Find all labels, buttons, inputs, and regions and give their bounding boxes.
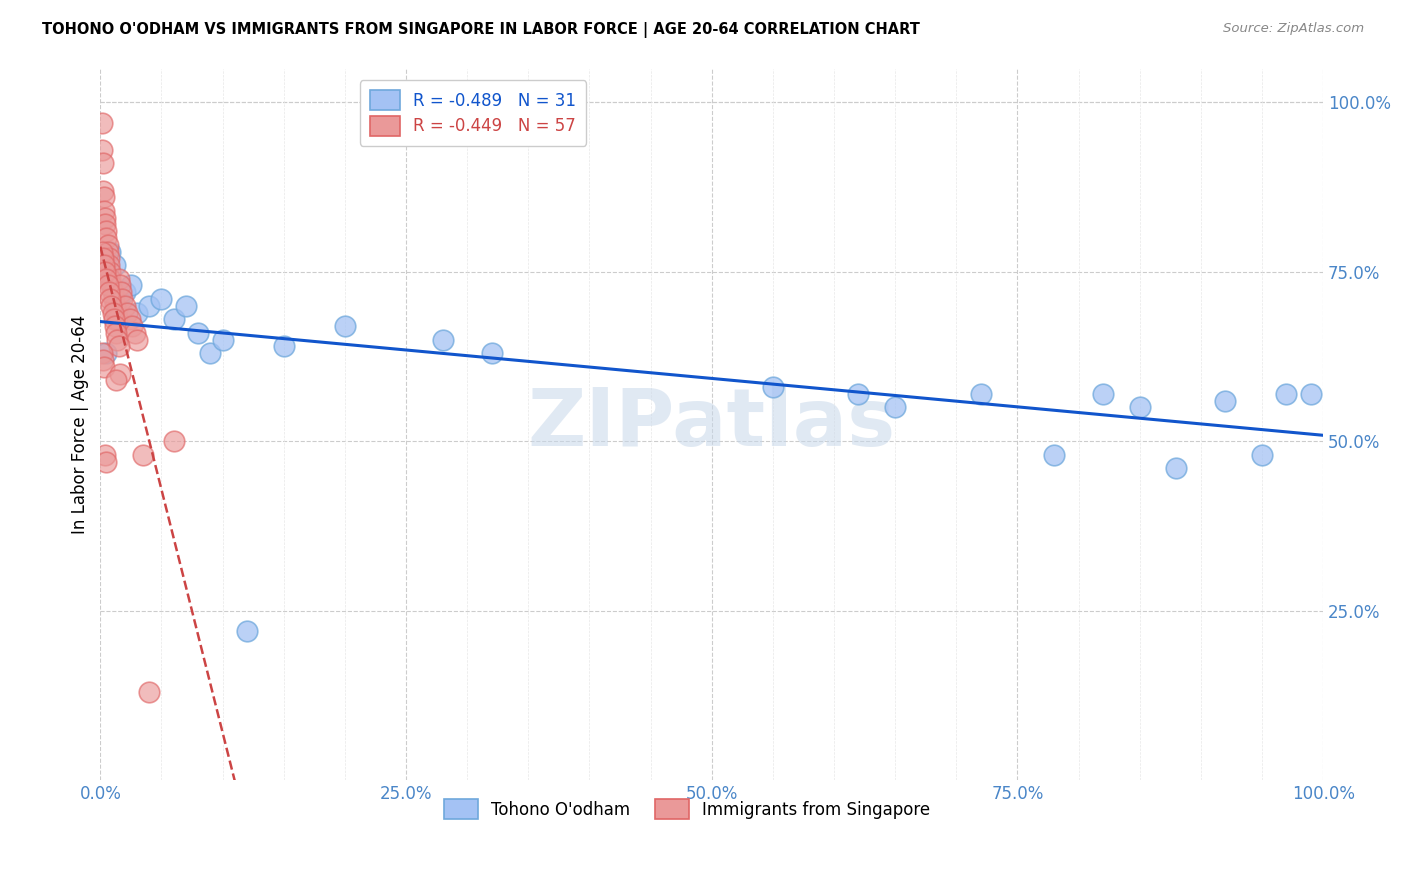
Point [1275, 387, 1298, 401]
Text: Source: ZipAtlas.com: Source: ZipAtlas.com [1223, 22, 1364, 36]
Point [273, 339, 295, 353]
Point [432, 333, 454, 347]
Point [97, 244, 120, 259]
Point [121, 319, 143, 334]
Point [97, 252, 120, 266]
Point [90, 244, 112, 259]
Point [107, 333, 129, 347]
Point [107, 292, 129, 306]
Point [94, 211, 117, 225]
Point [1166, 461, 1188, 475]
Point [101, 305, 124, 319]
Point [93, 359, 115, 374]
Point [97, 278, 120, 293]
Point [1213, 393, 1236, 408]
Point [884, 401, 907, 415]
Point [91, 156, 114, 170]
Point [93, 190, 115, 204]
Point [138, 299, 160, 313]
Point [114, 299, 136, 313]
Point [96, 271, 118, 285]
Point [1129, 401, 1152, 415]
Point [96, 231, 118, 245]
Point [91, 184, 114, 198]
Point [132, 448, 155, 462]
Point [97, 237, 120, 252]
Point [98, 271, 121, 285]
Point [90, 116, 112, 130]
Point [125, 305, 148, 319]
Point [1251, 448, 1274, 462]
Point [120, 278, 142, 293]
Point [117, 305, 139, 319]
Point [93, 203, 115, 218]
Point [90, 346, 112, 360]
Point [94, 218, 117, 232]
Point [138, 685, 160, 699]
Point [118, 312, 141, 326]
Point [104, 258, 127, 272]
Text: ZIPatlas: ZIPatlas [527, 385, 896, 464]
Point [481, 346, 503, 360]
Point [98, 265, 121, 279]
Point [125, 333, 148, 347]
Point [90, 143, 112, 157]
Point [1043, 448, 1066, 462]
Legend: Tohono O'odham, Immigrants from Singapore: Tohono O'odham, Immigrants from Singapor… [437, 793, 936, 825]
Point [107, 271, 129, 285]
Point [1299, 387, 1322, 401]
Y-axis label: In Labor Force | Age 20-64: In Labor Force | Age 20-64 [72, 315, 89, 534]
Point [114, 285, 136, 300]
Point [187, 326, 209, 340]
Point [96, 455, 118, 469]
Point [103, 312, 125, 326]
Point [104, 319, 127, 334]
Point [93, 258, 115, 272]
Point [105, 305, 128, 319]
Point [236, 624, 259, 639]
Point [100, 299, 122, 313]
Point [163, 434, 186, 449]
Point [105, 373, 128, 387]
Point [108, 278, 131, 293]
Point [100, 278, 122, 293]
Point [107, 339, 129, 353]
Point [107, 312, 129, 326]
Point [124, 326, 146, 340]
Point [91, 252, 114, 266]
Point [98, 292, 121, 306]
Point [174, 299, 197, 313]
Point [200, 346, 222, 360]
Point [150, 292, 173, 306]
Point [94, 448, 117, 462]
Point [101, 285, 124, 300]
Point [211, 333, 233, 347]
Point [96, 224, 118, 238]
Point [97, 285, 120, 300]
Point [970, 387, 993, 401]
Text: TOHONO O'ODHAM VS IMMIGRANTS FROM SINGAPORE IN LABOR FORCE | AGE 20-64 CORRELATI: TOHONO O'ODHAM VS IMMIGRANTS FROM SINGAP… [42, 22, 920, 38]
Point [98, 244, 121, 259]
Point [333, 319, 356, 334]
Point [96, 346, 118, 360]
Point [110, 285, 132, 300]
Point [762, 380, 785, 394]
Point [94, 265, 117, 279]
Point [103, 292, 125, 306]
Point [163, 312, 186, 326]
Point [104, 299, 127, 313]
Point [97, 258, 120, 272]
Point [111, 292, 134, 306]
Point [848, 387, 870, 401]
Point [91, 353, 114, 368]
Point [1092, 387, 1115, 401]
Point [105, 326, 128, 340]
Point [108, 367, 131, 381]
